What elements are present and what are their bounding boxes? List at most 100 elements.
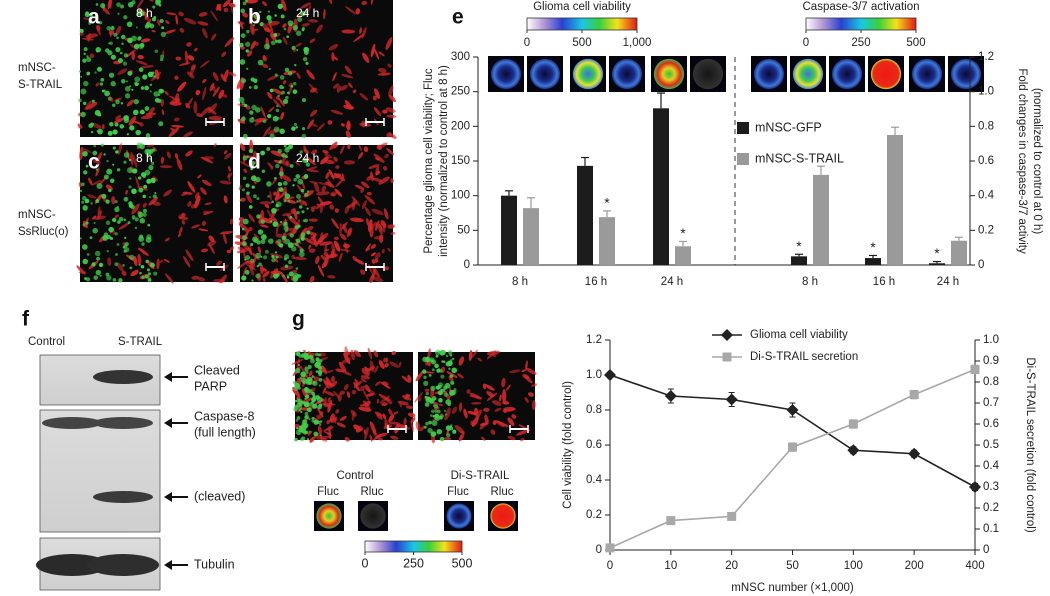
cell-red [378,142,388,149]
cell-green [275,255,279,259]
cell-green [84,198,90,204]
cell-green [305,394,310,399]
cell-red [91,179,102,186]
cell-red [341,74,354,79]
y-axis-label: intensity (normalized to control at 8 h) [438,65,450,257]
cell-red [215,3,222,11]
cell-red [372,276,384,282]
cell-green [82,244,88,250]
cell-green [317,365,322,370]
cell-red [327,275,336,279]
bar [599,217,615,265]
cell-green [260,234,267,241]
cell-red [237,118,246,124]
cell-green [239,59,246,65]
cell-red [178,216,189,220]
cell-red [389,361,399,368]
cell-red [91,122,102,129]
y-tick-label: 1.0 [586,369,602,381]
cell-green [80,88,87,95]
cell-red [267,209,273,220]
cell-green [260,255,263,258]
cell-green [275,163,280,169]
cell-green [310,358,315,364]
cell-green [124,93,131,99]
cell-green [106,250,110,253]
cell-red [418,397,422,402]
cell-red [344,205,350,214]
cell-green [281,235,287,241]
legend-swatch [737,122,749,134]
cell-red [371,223,375,230]
cell-red [239,223,250,233]
cell-red [308,19,319,23]
y2-tick-label: 1.0 [983,334,999,346]
cell-red [259,201,273,205]
y2-tick-label: 0.6 [978,155,994,167]
cell-red [364,194,376,205]
cell-red [344,65,352,75]
cell-green [287,242,294,249]
cell-red [339,222,342,236]
cell-red [130,152,134,166]
cell-green [242,133,248,139]
cell-red [242,12,249,18]
cell-green [288,271,294,277]
cell-red [191,275,200,280]
y2-tick-label: 0.1 [983,523,999,535]
cell-green [284,238,291,245]
cell-green [114,206,120,213]
cell-red [137,253,142,266]
cell-green [258,262,262,267]
cell-red [492,420,497,425]
cell-red [363,146,369,153]
thumbnail-signal [831,58,863,90]
cell-green [142,111,145,114]
cell-red [424,388,430,392]
cell-green [95,3,99,6]
cell-green [101,193,107,199]
bar [865,258,881,265]
cell-red [224,152,232,160]
cell-green [131,0,136,5]
cell-green [437,390,443,396]
colorbar-tick-label: 0 [524,37,530,49]
cell-red [377,437,383,441]
cell-red [126,99,135,107]
cell-red [330,416,338,423]
cell-red [199,60,210,68]
cell-red [328,383,333,389]
cell-red [502,389,507,403]
cell-green [259,10,262,14]
cell-green [83,170,88,175]
marker [847,444,860,457]
cell-red [316,123,325,132]
cell-red [109,29,112,38]
cell-green [112,217,117,223]
arrow-head [164,492,172,502]
cell-red [375,381,381,386]
cell-green [118,216,124,222]
cell-green [277,3,283,10]
cell-green [300,410,303,414]
cell-red [525,367,537,375]
cell-green [306,438,310,441]
thumbnail-signal [950,58,982,90]
cell-green [427,427,433,434]
thumbnail-signal [572,58,604,90]
cell-green [141,275,145,280]
cell-green [268,67,271,71]
cell-green [286,35,290,39]
cell-red [374,88,381,99]
cell-red [268,106,275,113]
cell-red [344,100,353,110]
cell-green [274,14,277,17]
cell-red [83,17,89,20]
cell-green [279,84,284,90]
cell-green [278,171,284,177]
cell-green [318,378,323,382]
cell-red [331,52,335,62]
cell-green [145,133,151,138]
y-tick-label: 200 [451,120,470,132]
cell-red [364,384,371,393]
